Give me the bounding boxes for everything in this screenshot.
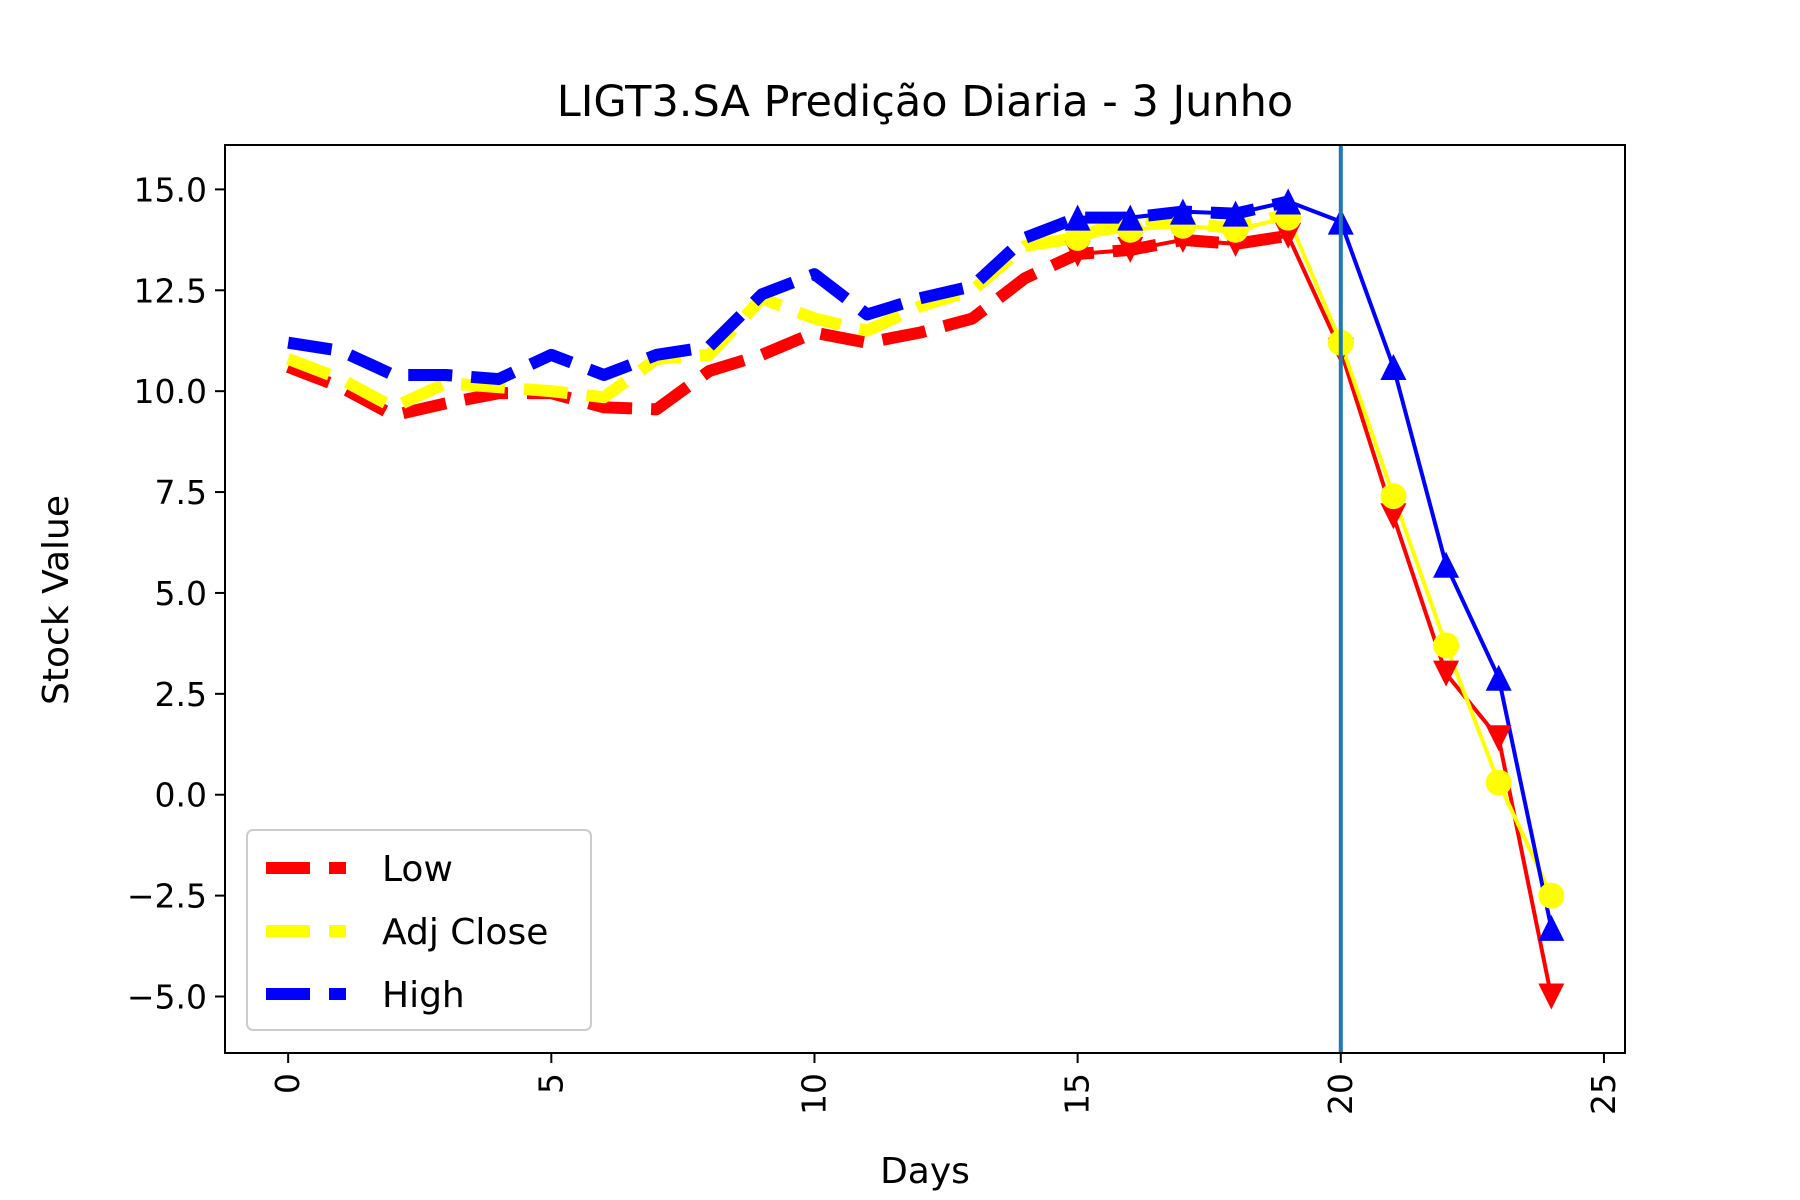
series-high-point xyxy=(1538,914,1565,941)
y-tick-label: −2.5 xyxy=(127,877,207,916)
x-tick-label: 25 xyxy=(1584,1073,1623,1115)
series-adj-close-point xyxy=(1380,483,1407,510)
plot-frame xyxy=(224,144,1626,1054)
series-high-point xyxy=(1485,664,1512,691)
series-low-point xyxy=(1538,983,1565,1010)
x-tick-label: 20 xyxy=(1321,1073,1360,1115)
y-tick-label: 0.0 xyxy=(155,776,207,815)
legend-box xyxy=(246,829,592,1031)
legend-label-high: High xyxy=(382,975,465,1016)
series-low-point xyxy=(1485,725,1512,752)
series-low-point xyxy=(1433,660,1460,687)
y-tick-label: 2.5 xyxy=(155,675,207,714)
series-markers xyxy=(1064,188,1565,1010)
y-tick-label: 12.5 xyxy=(134,271,207,310)
x-tick-label: 15 xyxy=(1058,1073,1097,1115)
series-adj-close-point xyxy=(1538,882,1565,909)
x-axis-ticks: 0 5 10 15 20 25 xyxy=(268,1053,1623,1115)
series-low-prediction-line xyxy=(1077,233,1554,997)
series-low-point xyxy=(1380,503,1407,530)
series-high-prediction-line xyxy=(1077,199,1554,929)
series-adj-close-point xyxy=(1064,224,1091,251)
y-tick-label: 10.0 xyxy=(134,372,207,411)
series-high-point xyxy=(1275,188,1302,215)
x-tick-label: 10 xyxy=(794,1073,833,1115)
y-tick-label: 5.0 xyxy=(155,574,207,613)
y-axis-label: Stock Value xyxy=(36,495,77,705)
series-low-point xyxy=(1275,222,1302,249)
series-high-point xyxy=(1169,198,1196,225)
chart-title: LIGT3.SA Predição Diaria - 3 Junho xyxy=(557,77,1293,127)
x-tick-label: 0 xyxy=(268,1073,307,1094)
x-tick-label: 5 xyxy=(531,1073,570,1094)
series-high-point xyxy=(1064,204,1091,231)
series-high-point xyxy=(1222,200,1249,227)
series-high-point xyxy=(1380,353,1407,380)
y-tick-label: −5.0 xyxy=(127,978,207,1017)
series-high-point xyxy=(1433,551,1460,578)
legend-label-adj-close: Adj Close xyxy=(382,912,548,953)
series-adj-close-point xyxy=(1433,632,1460,659)
x-axis-label: Days xyxy=(880,1151,970,1192)
y-tick-label: 7.5 xyxy=(155,473,207,512)
legend: Low Adj Close High xyxy=(246,829,592,1031)
legend-label-low: Low xyxy=(382,849,453,890)
series-high-point xyxy=(1117,204,1144,231)
y-tick-label: 15.0 xyxy=(134,170,207,209)
y-axis-ticks: 15.0 12.5 10.0 7.5 5.0 2.5 0.0 −2.5 −5.0 xyxy=(127,170,225,1017)
series-adj-close-point xyxy=(1485,769,1512,796)
series-adj-close-prediction-line xyxy=(1077,215,1554,897)
series-low-point xyxy=(1117,236,1144,263)
